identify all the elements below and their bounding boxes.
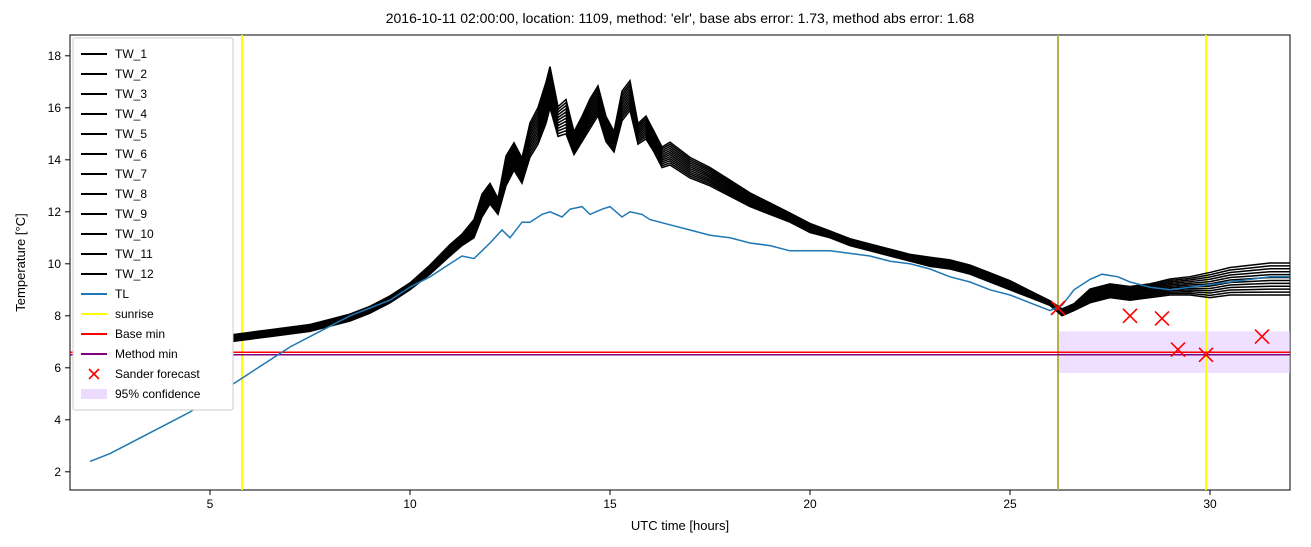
x-tick-label: 15 (603, 497, 617, 511)
x-axis-label: UTC time [hours] (631, 518, 729, 533)
legend-label: TW_2 (115, 67, 147, 81)
y-tick-label: 12 (48, 205, 62, 219)
tw-series-11 (90, 70, 1290, 344)
legend-label: TW_10 (115, 227, 154, 241)
legend-label: 95% confidence (115, 387, 201, 401)
tw-series-9 (90, 78, 1290, 346)
tw-series-12 (90, 67, 1290, 343)
legend-label: TW_7 (115, 167, 147, 181)
legend-label: Base min (115, 327, 165, 341)
y-tick-label: 4 (54, 413, 61, 427)
chart-container: 5 10 15 20 25 30 2 4 6 8 10 12 14 16 18 UTC time [hours… (0, 0, 1311, 547)
tw-series-3 (90, 100, 1290, 350)
tw-series-6 (90, 89, 1290, 348)
plot-area (70, 35, 1290, 490)
chart-svg: 5 10 15 20 25 30 2 4 6 8 10 12 14 16 18 UTC time [hours… (0, 0, 1311, 547)
y-tick-label: 16 (48, 101, 62, 115)
legend-label: TW_4 (115, 107, 147, 121)
legend-swatch (81, 389, 107, 399)
tw-series-4 (90, 97, 1290, 350)
tw-series-5 (90, 93, 1290, 349)
tw-series-7 (90, 85, 1290, 347)
plot-content (70, 35, 1290, 490)
legend-label: TL (115, 287, 129, 301)
legend-label: TW_9 (115, 207, 147, 221)
legend-label: TW_5 (115, 127, 147, 141)
x-tick-label: 10 (403, 497, 417, 511)
legend-label: TW_11 (115, 247, 153, 261)
legend-label: TW_8 (115, 187, 147, 201)
x-tick-label: 25 (1003, 497, 1017, 511)
legend-label: TW_6 (115, 147, 147, 161)
tw-series-2 (90, 104, 1290, 351)
y-tick-label: 14 (48, 153, 62, 167)
y-tick-label: 18 (48, 49, 62, 63)
legend-label: TW_3 (115, 87, 147, 101)
legend-label: sunrise (115, 307, 154, 321)
y-tick-label: 6 (54, 361, 61, 375)
chart-title: 2016-10-11 02:00:00, location: 1109, met… (386, 10, 975, 26)
legend-label: TW_12 (115, 267, 154, 281)
x-tick-label: 5 (207, 497, 214, 511)
x-tick-label: 20 (803, 497, 817, 511)
legend-label: TW_1 (115, 47, 147, 61)
tw-series-10 (90, 74, 1290, 345)
y-tick-label: 10 (48, 257, 62, 271)
tw-series-8 (90, 82, 1290, 347)
legend-label: Method min (115, 347, 178, 361)
y-tick-label: 8 (54, 309, 61, 323)
legend-label: Sander forecast (115, 367, 200, 381)
x-tick-label: 30 (1203, 497, 1217, 511)
y-tick-label: 2 (54, 465, 61, 479)
y-axis-label: Temperature [°C] (13, 213, 28, 311)
